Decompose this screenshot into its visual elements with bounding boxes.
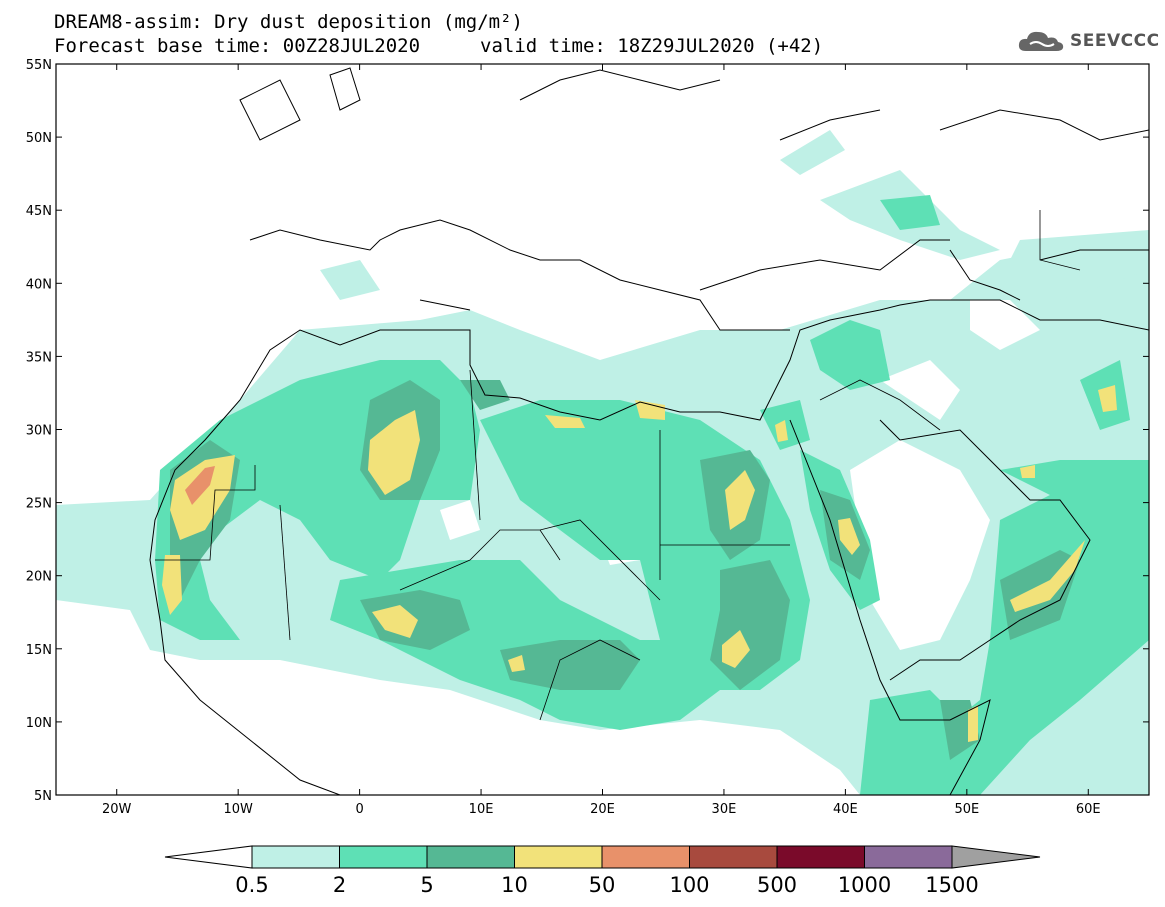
colorbar-label: 10 [501, 873, 528, 897]
lon-tick-label: 60E [1076, 802, 1101, 817]
lat-tick-label: 50N [26, 131, 52, 146]
lon-tick-label: 40E [833, 802, 858, 817]
lat-tick-label: 10N [26, 716, 52, 731]
colorbar-label: 5 [420, 873, 433, 897]
lat-tick-label: 15N [26, 643, 52, 658]
lon-tick-label: 10E [469, 802, 494, 817]
lat-tick-label: 20N [26, 570, 52, 585]
lon-tick-label: 10W [223, 802, 253, 817]
colorbar-swatch [514, 845, 603, 869]
colorbar-label: 100 [669, 873, 709, 897]
lon-tick-label: 20W [102, 802, 132, 817]
colorbar-under-arrow [164, 845, 253, 869]
colorbar-label: 1500 [925, 873, 978, 897]
lat-tick-label: 35N [26, 350, 52, 365]
colorbar-label: 50 [589, 873, 616, 897]
colorbar-label: 2 [333, 873, 346, 897]
lon-tick-label: 0 [355, 802, 363, 817]
colorbar-swatch [864, 845, 953, 869]
longitude-axis: 20W 10W 0 10E 20E 30E 40E 50E 60E [102, 64, 1101, 817]
cloud-icon [1018, 31, 1064, 51]
map-title: DREAM8-assim: Dry dust deposition (mg/m²… [54, 11, 523, 33]
logo-text: SEEVCCC [1070, 31, 1160, 51]
lon-tick-label: 20E [590, 802, 615, 817]
dust-level-4-region [162, 385, 1117, 742]
colorbar-swatch [689, 845, 778, 869]
lat-tick-label: 30N [26, 424, 52, 439]
forecast-base-time: Forecast base time: 00Z28JUL2020 [54, 35, 421, 57]
lon-tick-label: 30E [712, 802, 737, 817]
map-area [56, 64, 1149, 795]
valid-time: valid time: 18Z29JUL2020 (+42) [480, 35, 824, 57]
lat-tick-label: 5N [34, 789, 52, 804]
lat-tick-label: 25N [26, 497, 52, 512]
colorbar-swatch [776, 845, 865, 869]
colorbar-swatch [601, 845, 690, 869]
colorbar-label: 0.5 [235, 873, 268, 897]
colorbar-label: 1000 [838, 873, 891, 897]
colorbar-label: 500 [757, 873, 797, 897]
lon-tick-label: 50E [954, 802, 979, 817]
colorbar-swatch [251, 845, 340, 869]
lat-tick-label: 45N [26, 204, 52, 219]
colorbar: 0.5 2 5 10 50 100 500 1000 1500 [164, 845, 1041, 897]
colorbar-swatch [426, 845, 515, 869]
colorbar-swatch [339, 845, 428, 869]
borders [155, 210, 1081, 721]
lat-tick-label: 55N [26, 58, 52, 73]
dust-level-5-region [185, 466, 215, 505]
lat-tick-label: 40N [26, 277, 52, 292]
latitude-axis: 55N 50N 45N 40N 35N 30N 25N 20N 15N 10N 5N [26, 58, 1149, 804]
colorbar-over-arrow [951, 845, 1041, 869]
coastlines [149, 67, 1149, 795]
seevccc-logo: SEEVCCC [1016, 26, 1160, 56]
